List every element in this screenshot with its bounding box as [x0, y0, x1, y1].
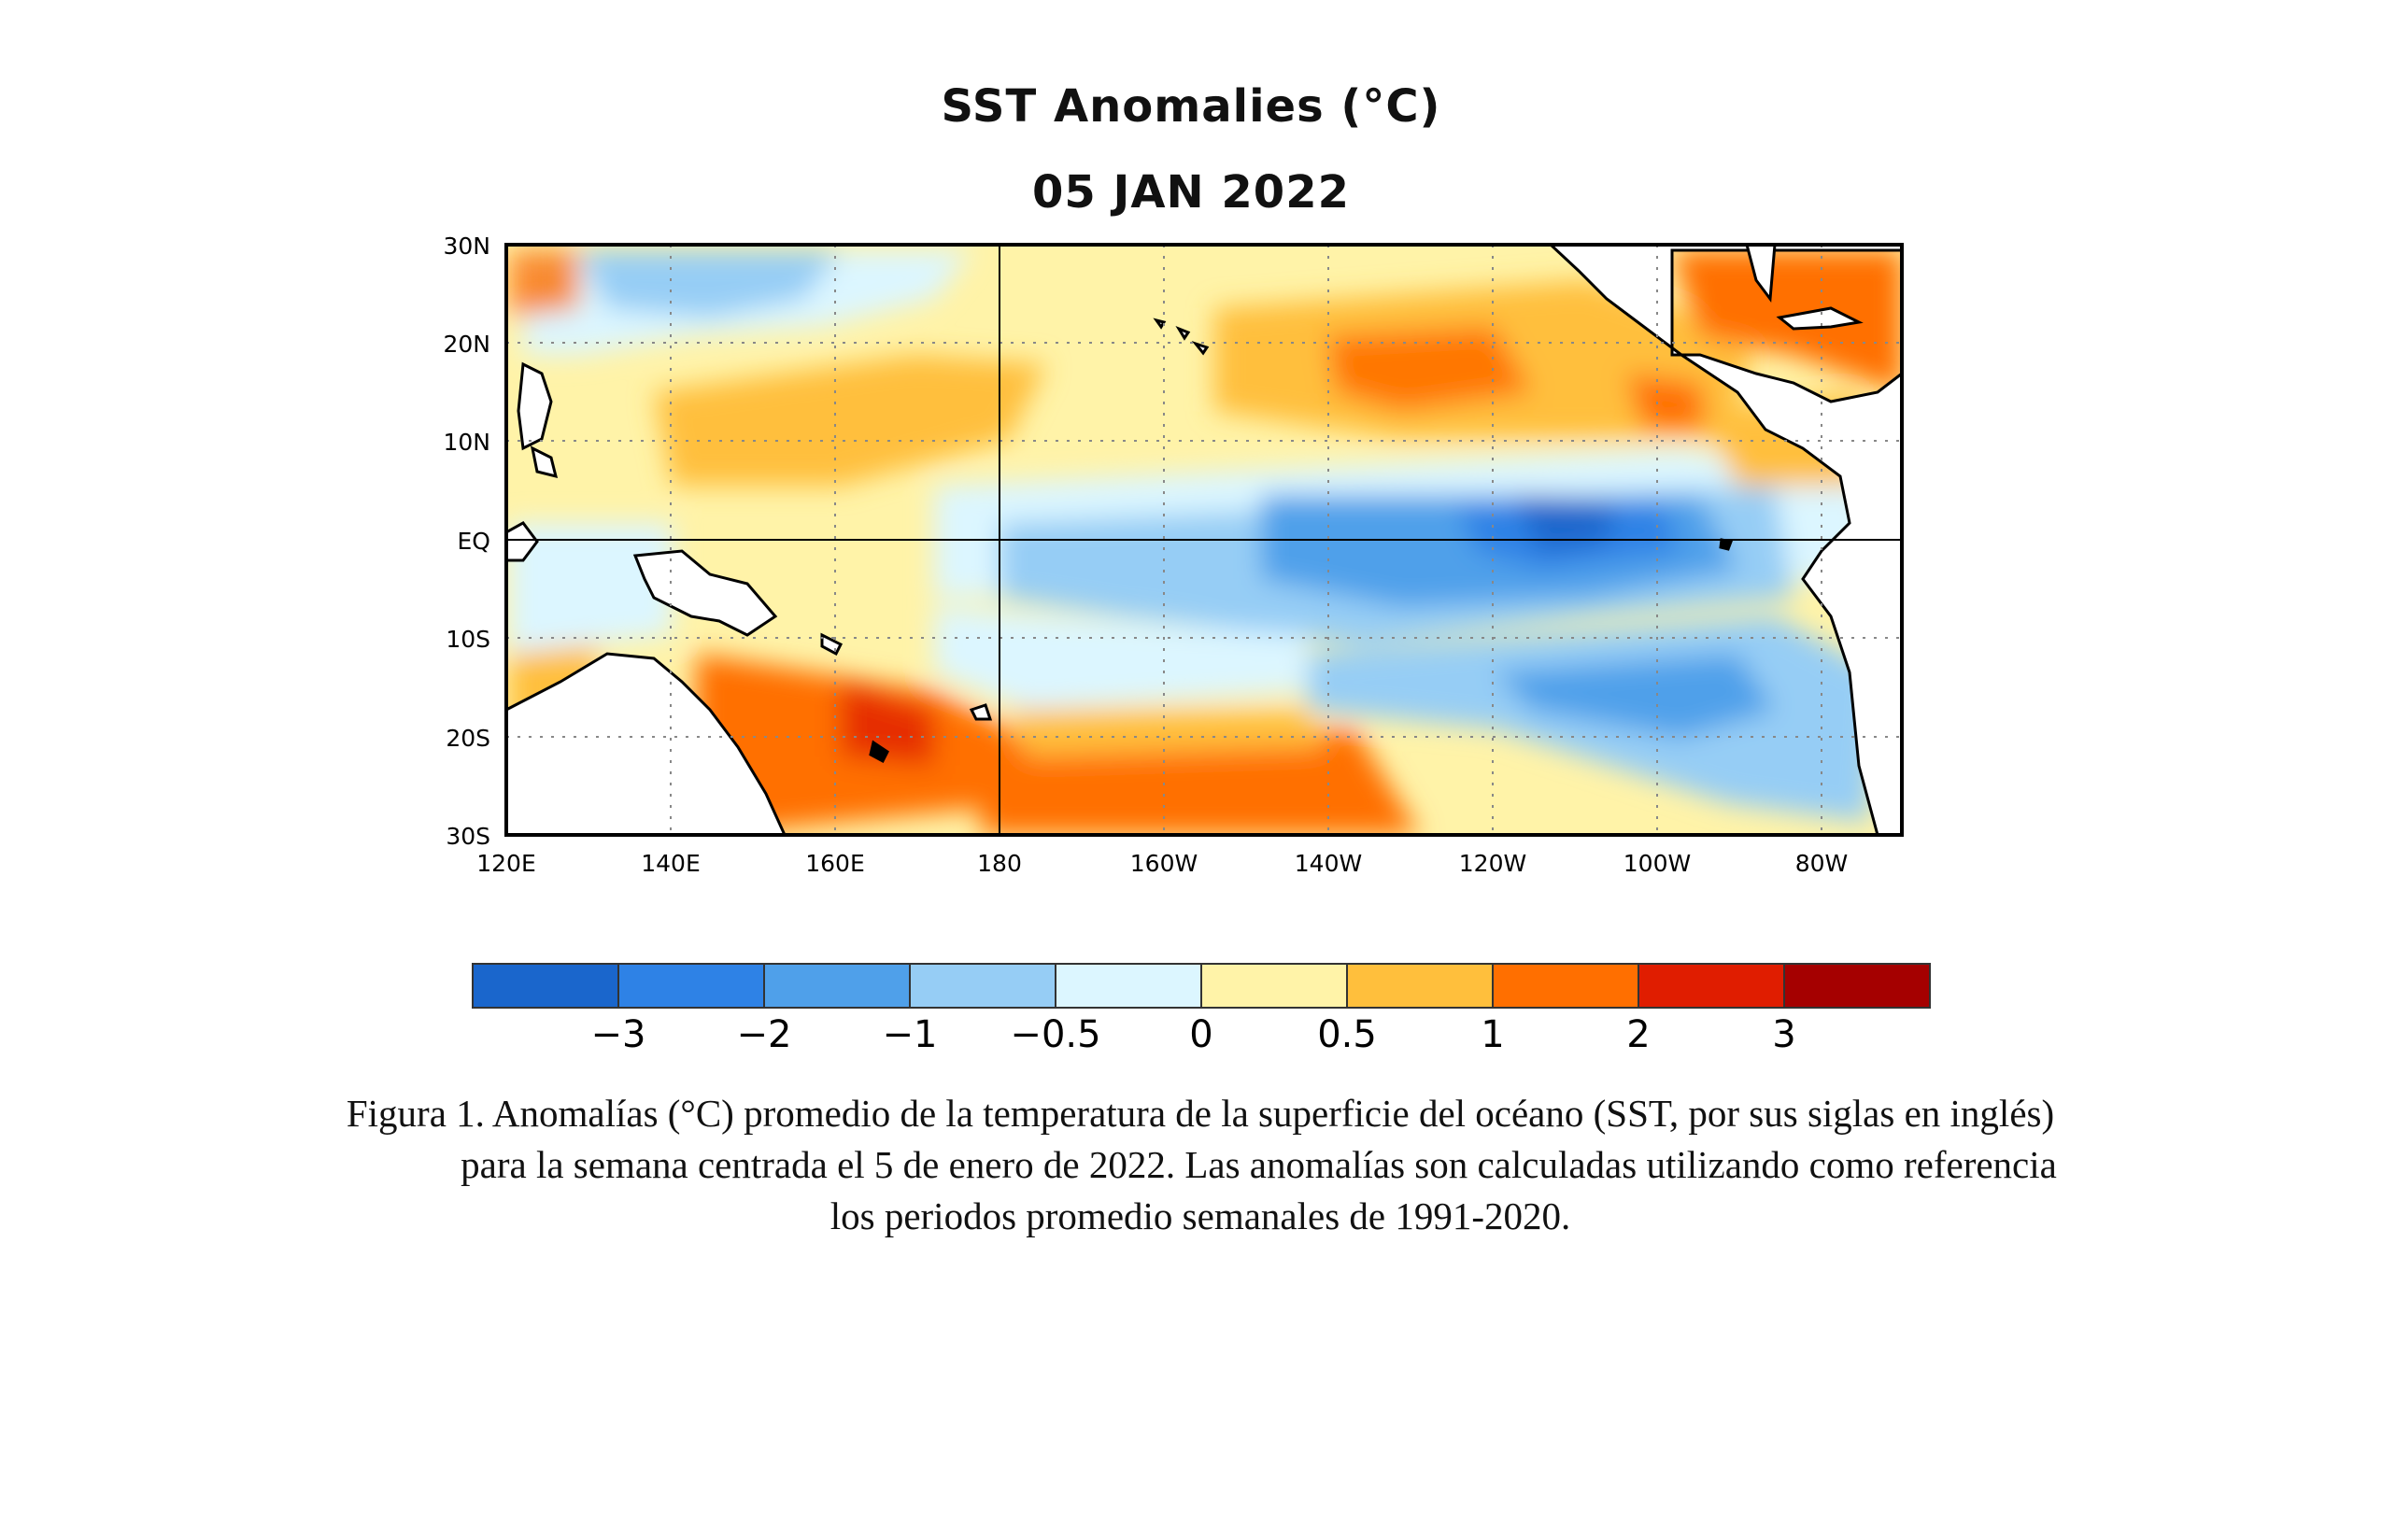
lon-label: 120W — [1459, 850, 1526, 877]
map-title: SST Anomalies (°C) — [941, 80, 1441, 133]
lat-label: 30N — [443, 233, 490, 260]
colorbar-tick-label: 0 — [1189, 1013, 1212, 1056]
lat-label: 30S — [446, 823, 490, 850]
colorbar-swatch — [472, 963, 619, 1009]
colorbar-swatch — [1492, 963, 1639, 1009]
lon-label: 140E — [641, 850, 701, 877]
colorbar-swatch — [1638, 963, 1785, 1009]
colorbar-tick-label: 2 — [1626, 1013, 1650, 1056]
map-date: 05 JAN 2022 — [1032, 166, 1350, 219]
lat-label: 10S — [446, 626, 490, 653]
colorbar-tick-label: 0.5 — [1317, 1013, 1377, 1056]
lon-label: 140W — [1295, 850, 1362, 877]
caption-line: para la semana centrada el 5 de enero de… — [461, 1143, 2057, 1186]
colorbar-tick-label: −3 — [591, 1013, 646, 1056]
colorbar — [472, 963, 1931, 1009]
figure-caption: Figura 1. Anomalías (°C) promedio de la … — [140, 1088, 2261, 1242]
colorbar-tick-label: 1 — [1481, 1013, 1504, 1056]
colorbar-swatch — [1055, 963, 1202, 1009]
lat-label: 20N — [443, 331, 490, 358]
lat-label: 10N — [443, 429, 490, 456]
reference-lines — [506, 245, 1902, 835]
lon-label: 180 — [977, 850, 1022, 877]
lon-label: 100W — [1623, 850, 1691, 877]
caption-line: los periodos promedio semanales de 1991-… — [829, 1194, 1571, 1237]
grid-lines — [506, 245, 1902, 835]
lon-label: 160E — [805, 850, 865, 877]
colorbar-tick-label: −1 — [883, 1013, 938, 1056]
lat-label: EQ — [458, 528, 490, 555]
colorbar-tick-label: −2 — [737, 1013, 792, 1056]
colorbar-swatch — [1346, 963, 1494, 1009]
colorbar-swatch — [617, 963, 765, 1009]
lon-label: 80W — [1795, 850, 1849, 877]
colorbar-swatch — [763, 963, 911, 1009]
colorbar-tick-label: 3 — [1772, 1013, 1795, 1056]
lon-label: 160W — [1130, 850, 1198, 877]
lat-label: 20S — [446, 725, 490, 752]
map-frame — [504, 243, 1904, 837]
colorbar-labels: −3 −2 −1 −0.5 0 0.5 1 2 3 — [591, 1013, 1796, 1056]
caption-line: Figura 1. Anomalías (°C) promedio de la … — [346, 1092, 2055, 1135]
colorbar-swatch — [1200, 963, 1348, 1009]
colorbar-tick-label: −0.5 — [1010, 1013, 1100, 1056]
colorbar-swatch — [909, 963, 1056, 1009]
colorbar-swatch — [1783, 963, 1931, 1009]
lon-label: 120E — [476, 850, 536, 877]
